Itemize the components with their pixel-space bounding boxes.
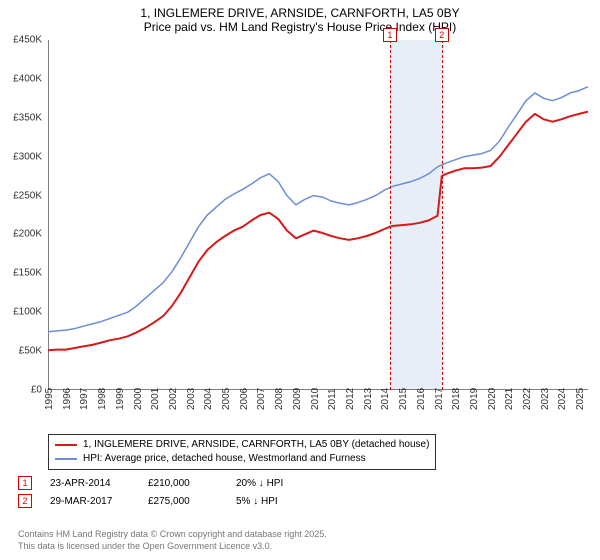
- legend-label-hpi: HPI: Average price, detached house, West…: [83, 452, 366, 466]
- x-tick-label: 2005: [221, 388, 232, 410]
- y-axis: £0£50K£100K£150K£200K£250K£300K£350K£400…: [4, 40, 44, 390]
- chart-title-block: 1, INGLEMERE DRIVE, ARNSIDE, CARNFORTH, …: [0, 0, 600, 34]
- x-tick-label: 2010: [310, 388, 321, 410]
- legend-swatch-property: [55, 444, 77, 446]
- x-axis: 1995199619971998199920002001200220032004…: [48, 392, 588, 432]
- chart-area: £0£50K£100K£150K£200K£250K£300K£350K£400…: [48, 40, 588, 390]
- sale-date-2: 29-MAR-2017: [50, 496, 130, 507]
- title-line-1: 1, INGLEMERE DRIVE, ARNSIDE, CARNFORTH, …: [0, 6, 600, 20]
- x-tick-label: 2018: [451, 388, 462, 410]
- line-chart: [48, 40, 588, 390]
- footer-line-1: Contains HM Land Registry data © Crown c…: [18, 528, 327, 540]
- x-tick-label: 1997: [79, 388, 90, 410]
- x-tick-label: 2013: [363, 388, 374, 410]
- x-tick-label: 2022: [522, 388, 533, 410]
- sale-price-2: £275,000: [148, 496, 218, 507]
- sale-row-2: 2 29-MAR-2017 £275,000 5% ↓ HPI: [18, 492, 316, 510]
- x-tick-label: 2003: [186, 388, 197, 410]
- footer-line-2: This data is licensed under the Open Gov…: [18, 540, 327, 552]
- title-line-2: Price paid vs. HM Land Registry's House …: [0, 20, 600, 34]
- event-line: [390, 40, 391, 390]
- y-tick-label: £250K: [13, 190, 42, 201]
- x-tick-label: 2024: [557, 388, 568, 410]
- x-tick-label: 1999: [115, 388, 126, 410]
- legend-label-property: 1, INGLEMERE DRIVE, ARNSIDE, CARNFORTH, …: [83, 438, 429, 452]
- footer: Contains HM Land Registry data © Crown c…: [18, 528, 327, 552]
- x-tick-label: 2014: [380, 388, 391, 410]
- y-tick-label: £200K: [13, 229, 42, 240]
- x-tick-label: 2009: [292, 388, 303, 410]
- y-tick-label: £350K: [13, 112, 42, 123]
- event-marker: 2: [435, 28, 449, 42]
- y-tick-label: £100K: [13, 307, 42, 318]
- x-tick-label: 2023: [540, 388, 551, 410]
- x-tick-label: 2011: [327, 388, 338, 410]
- y-tick-label: £400K: [13, 73, 42, 84]
- sale-date-1: 23-APR-2014: [50, 478, 130, 489]
- legend: 1, INGLEMERE DRIVE, ARNSIDE, CARNFORTH, …: [48, 434, 436, 470]
- x-tick-label: 2019: [469, 388, 480, 410]
- y-tick-label: £50K: [19, 346, 42, 357]
- legend-item-hpi: HPI: Average price, detached house, West…: [55, 452, 429, 466]
- x-tick-label: 2020: [487, 388, 498, 410]
- x-tick-label: 1998: [97, 388, 108, 410]
- sale-diff-1: 20% ↓ HPI: [236, 478, 316, 489]
- sale-diff-2: 5% ↓ HPI: [236, 496, 316, 507]
- y-tick-label: £150K: [13, 268, 42, 279]
- sale-price-1: £210,000: [148, 478, 218, 489]
- series-line: [48, 112, 588, 351]
- event-line: [442, 40, 443, 390]
- y-tick-label: £300K: [13, 151, 42, 162]
- sale-marker-2: 2: [18, 494, 32, 508]
- x-tick-label: 2006: [239, 388, 250, 410]
- x-tick-label: 1996: [62, 388, 73, 410]
- y-tick-label: £450K: [13, 35, 42, 46]
- x-tick-label: 2025: [575, 388, 586, 410]
- x-tick-label: 2012: [345, 388, 356, 410]
- x-tick-label: 2004: [203, 388, 214, 410]
- legend-item-property: 1, INGLEMERE DRIVE, ARNSIDE, CARNFORTH, …: [55, 438, 429, 452]
- x-tick-label: 2021: [504, 388, 515, 410]
- sales-table: 1 23-APR-2014 £210,000 20% ↓ HPI 2 29-MA…: [18, 474, 316, 510]
- legend-swatch-hpi: [55, 458, 77, 460]
- x-tick-label: 2000: [133, 388, 144, 410]
- x-tick-label: 2001: [150, 388, 161, 410]
- x-tick-label: 2007: [256, 388, 267, 410]
- x-tick-label: 2015: [398, 388, 409, 410]
- x-tick-label: 2016: [416, 388, 427, 410]
- sale-marker-1: 1: [18, 476, 32, 490]
- event-marker: 1: [383, 28, 397, 42]
- series-line: [48, 87, 588, 332]
- sale-row-1: 1 23-APR-2014 £210,000 20% ↓ HPI: [18, 474, 316, 492]
- x-tick-label: 2017: [434, 388, 445, 410]
- y-tick-label: £0: [31, 385, 42, 396]
- x-tick-label: 2008: [274, 388, 285, 410]
- x-tick-label: 1995: [44, 388, 55, 410]
- x-tick-label: 2002: [168, 388, 179, 410]
